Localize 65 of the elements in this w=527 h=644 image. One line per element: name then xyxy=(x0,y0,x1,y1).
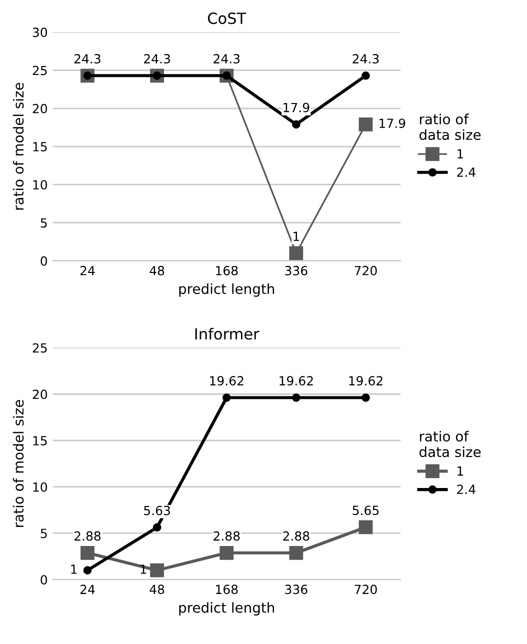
legend-label: 2.4 xyxy=(457,484,476,494)
data-label: 2.88 xyxy=(214,531,240,541)
data-label: 19.62 xyxy=(210,376,244,386)
y-tick-label: 25 xyxy=(32,343,47,353)
data-label: 24.3 xyxy=(144,54,170,64)
y-tick-label: 20 xyxy=(32,390,48,400)
point xyxy=(362,71,370,80)
data-label: 17.9 xyxy=(284,102,310,112)
y-tick-label: 0 xyxy=(40,256,48,266)
legend-title: ratio of data size xyxy=(419,114,481,140)
legend-label: 2.4 xyxy=(457,167,476,177)
chart-title: Informer xyxy=(195,328,260,340)
data-label: 2.88 xyxy=(283,531,310,541)
data-label: 24.3 xyxy=(74,54,100,64)
y-tick-label: 5 xyxy=(40,528,47,538)
y-tick-label: 10 xyxy=(33,482,48,492)
data-label: 24.3 xyxy=(214,54,240,64)
data-label: 2.88 xyxy=(74,531,101,541)
point xyxy=(358,117,373,132)
data-label: 5.65 xyxy=(352,506,379,516)
point xyxy=(292,120,300,129)
x-tick-label: 720 xyxy=(354,266,377,276)
y-tick-label: 30 xyxy=(32,28,48,38)
data-label: 5.63 xyxy=(144,506,170,516)
point xyxy=(83,566,92,574)
legend-label: 1 xyxy=(458,149,464,158)
point xyxy=(358,520,373,534)
point xyxy=(289,546,304,560)
x-tick-label: 48 xyxy=(150,584,164,594)
y-tick-label: 25 xyxy=(32,66,47,76)
y-tick-label: 15 xyxy=(33,436,47,446)
point xyxy=(222,393,231,402)
data-label: 19.62 xyxy=(349,376,382,386)
legend-label: 1 xyxy=(458,466,464,476)
data-label: 1 xyxy=(294,232,299,241)
y-tick-label: 15 xyxy=(33,142,47,152)
point xyxy=(80,546,94,560)
y-axis-title: ratio of model size xyxy=(12,400,24,527)
x-axis-title: predict length xyxy=(179,602,274,616)
x-tick-label: 24 xyxy=(80,584,95,594)
data-label: 24.3 xyxy=(352,54,379,64)
data-label: 19.62 xyxy=(280,376,313,386)
y-tick-label: 0 xyxy=(40,575,48,585)
x-tick-label: 336 xyxy=(285,584,308,594)
y-tick-label: 10 xyxy=(33,180,48,190)
legend-title: ratio of data size xyxy=(419,430,481,458)
point xyxy=(152,523,162,532)
y-tick-label: 5 xyxy=(40,218,47,228)
y-tick-label: 20 xyxy=(32,104,48,114)
point xyxy=(150,563,164,578)
x-tick-label: 168 xyxy=(216,266,238,276)
x-tick-label: 168 xyxy=(216,584,238,594)
point xyxy=(362,393,370,402)
chart-title: CoST xyxy=(208,12,246,24)
data-label: 17.9 xyxy=(380,118,406,128)
x-axis-title: predict length xyxy=(179,283,274,297)
point xyxy=(220,546,234,560)
x-tick-label: 336 xyxy=(285,266,308,276)
point xyxy=(292,393,300,402)
point xyxy=(289,246,304,260)
data-label: 1 xyxy=(71,564,77,574)
x-tick-label: 48 xyxy=(150,266,164,276)
x-tick-label: 720 xyxy=(354,584,377,594)
x-tick-label: 24 xyxy=(80,266,95,276)
y-axis-title: ratio of model size xyxy=(12,82,24,210)
